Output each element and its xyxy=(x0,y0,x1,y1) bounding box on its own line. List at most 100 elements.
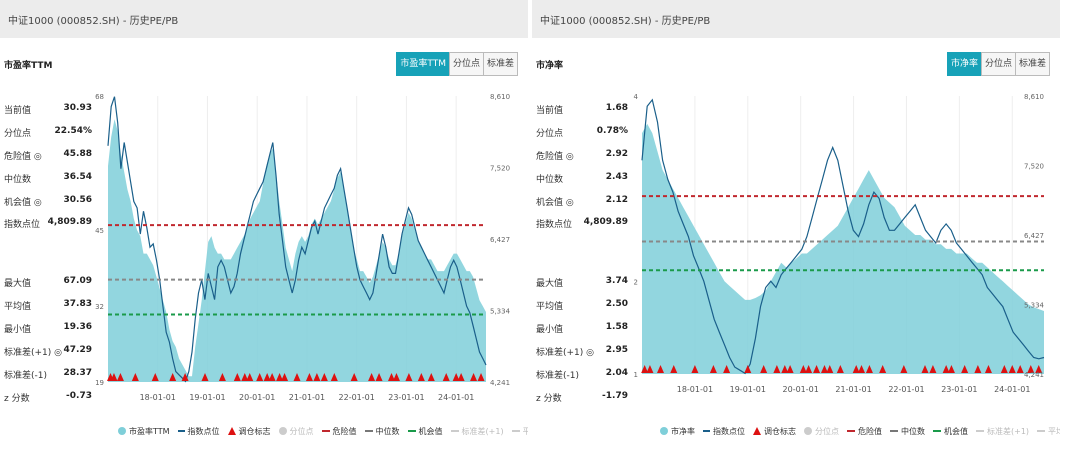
legend-label: 平均值 xyxy=(522,426,528,436)
stat-label: 最小值 xyxy=(536,325,564,335)
legend-item-0[interactable]: 市盈率TTM xyxy=(118,426,170,437)
legend-item-4[interactable]: 危险值 xyxy=(321,426,357,437)
rebalance-marker xyxy=(388,373,395,381)
x-tick-label: 21-01-01 xyxy=(835,385,871,394)
legend-item-1[interactable]: 指数点位 xyxy=(177,426,220,437)
rebalance-marker xyxy=(641,365,649,373)
stat-value: 1.58 xyxy=(605,322,628,332)
legend-item-3[interactable]: 分位点 xyxy=(278,426,314,437)
stat-label: 机会值 ◎ xyxy=(4,198,42,208)
rebalance-marker xyxy=(657,365,665,373)
legend-label: 指数点位 xyxy=(187,426,220,436)
legend-line-icon xyxy=(703,430,710,432)
legend-label: 机会值 xyxy=(944,426,968,436)
legend-label: 危险值 xyxy=(332,426,357,436)
rebalance-marker xyxy=(241,373,249,381)
x-tick-label: 18-01-01 xyxy=(140,393,176,402)
legend-triangle-icon xyxy=(227,427,236,435)
rebalance-marker xyxy=(313,373,321,381)
rebalance-marker xyxy=(813,365,821,373)
stat-max: 最大值 3.74 xyxy=(536,276,628,290)
legend-label: 标准差(+1) xyxy=(987,426,1030,436)
stat-label: 分位点 xyxy=(4,129,32,139)
metric-button-stddev[interactable]: 标准差 xyxy=(482,52,518,76)
stat-stddev-plus: 标准差(+1) ◎ 47.29 xyxy=(4,345,92,359)
pe-panel: 中证1000 (000852.SH) - 历史PE/PB 市盈率TTM 市盈率T… xyxy=(0,0,528,454)
legend-item-4[interactable]: 危险值 xyxy=(847,426,882,437)
metric-button-stddev[interactable]: 标准差 xyxy=(1014,52,1050,76)
rebalance-marker xyxy=(984,365,992,373)
legend-item-7[interactable]: 标准差(+1) xyxy=(976,426,1029,437)
stat-value: 67.09 xyxy=(63,276,92,286)
x-tick-label: 21-01-01 xyxy=(289,393,325,402)
rebalance-marker xyxy=(947,365,955,373)
y-left-tick: 1 xyxy=(634,371,638,379)
legend-label: 调仓标志 xyxy=(764,426,796,436)
chart-subtitle: 市净率 xyxy=(536,61,564,71)
stat-mean: 平均值 2.50 xyxy=(536,299,628,313)
index-line-series xyxy=(641,98,1045,375)
rebalance-marker xyxy=(1035,365,1043,373)
rebalance-marker xyxy=(974,365,982,373)
stat-value: 2.50 xyxy=(605,299,628,309)
rebalance-marker xyxy=(281,373,289,381)
chart-subtitle: 市盈率TTM xyxy=(4,61,53,71)
legend-label: 指数点位 xyxy=(713,426,745,436)
metric-button-pb[interactable]: 市净率 xyxy=(946,52,982,76)
y-right-tick: 4,241 xyxy=(1024,371,1044,379)
legend-item-0[interactable]: 市净率 xyxy=(660,426,695,437)
y-right-tick: 6,427 xyxy=(1024,232,1044,240)
rebalance-marker xyxy=(131,373,139,381)
rebalance-marker xyxy=(305,373,313,381)
rebalance-marker xyxy=(691,365,699,373)
stat-zscore: z 分数 -0.73 xyxy=(4,391,92,405)
legend-item-8[interactable]: 平均值 xyxy=(511,426,528,437)
x-tick-label: 19-01-01 xyxy=(189,393,225,402)
rebalance-marker xyxy=(368,373,376,381)
chart-legend: 市盈率TTM指数点位调仓标志分位点危险值中位数机会值标准差(+1)平均值标准差(… xyxy=(118,423,528,439)
legend-triangle-icon xyxy=(753,427,761,435)
rebalance-marker xyxy=(961,365,969,373)
stat-value: 3.74 xyxy=(605,276,628,286)
stat-label: 危险值 ◎ xyxy=(4,152,42,162)
legend-item-5[interactable]: 中位数 xyxy=(890,426,925,437)
legend-item-1[interactable]: 指数点位 xyxy=(703,426,745,437)
panel-title: 中证1000 (000852.SH) - 历史PE/PB xyxy=(540,16,711,27)
stat-stddev-plus: 标准差(+1) ◎ 2.95 xyxy=(536,345,628,359)
stat-median: 中位数 36.54 xyxy=(4,172,92,186)
rebalance-marker xyxy=(201,373,209,381)
rebalance-marker xyxy=(405,373,413,381)
stat-min: 最小值 1.58 xyxy=(536,322,628,336)
legend-item-7[interactable]: 标准差(+1) xyxy=(450,426,504,437)
legend-item-8[interactable]: 平均值 xyxy=(1037,426,1060,437)
rebalance-marker xyxy=(470,373,478,381)
y-left-tick: 68 xyxy=(95,93,104,101)
legend-dash-icon xyxy=(847,430,855,432)
legend-item-5[interactable]: 中位数 xyxy=(364,426,400,437)
stat-value: 2.12 xyxy=(605,195,628,205)
y-left-tick: 32 xyxy=(95,303,104,311)
metric-button-percentile[interactable]: 分位点 xyxy=(448,52,484,76)
rebalance-marker xyxy=(744,365,752,373)
rebalance-marker xyxy=(442,373,450,381)
rebalance-marker xyxy=(1008,365,1016,373)
legend-item-2[interactable]: 调仓标志 xyxy=(753,426,796,437)
x-tick-label: 18-01-01 xyxy=(677,385,713,394)
x-tick-label: 20-01-01 xyxy=(239,393,275,402)
stat-index-point: 指数点位 4,809.89 xyxy=(4,217,92,231)
stat-label: 分位点 xyxy=(536,129,564,139)
stat-label: 标准差(-1) xyxy=(536,371,579,381)
metric-button-pe-ttm[interactable]: 市盈率TTM xyxy=(396,52,450,76)
stat-label: 中位数 xyxy=(4,175,32,185)
legend-dash-icon xyxy=(890,430,898,432)
legend-item-2[interactable]: 调仓标志 xyxy=(227,426,271,437)
x-tick-label: 24-01-01 xyxy=(994,385,1030,394)
legend-item-6[interactable]: 机会值 xyxy=(407,426,443,437)
rebalance-marker xyxy=(427,373,435,381)
legend-item-6[interactable]: 机会值 xyxy=(933,426,968,437)
stat-label: 标准差(+1) ◎ xyxy=(536,348,595,358)
legend-label: 中位数 xyxy=(901,426,925,436)
legend-dot-icon xyxy=(118,427,126,435)
legend-item-3[interactable]: 分位点 xyxy=(804,426,839,437)
